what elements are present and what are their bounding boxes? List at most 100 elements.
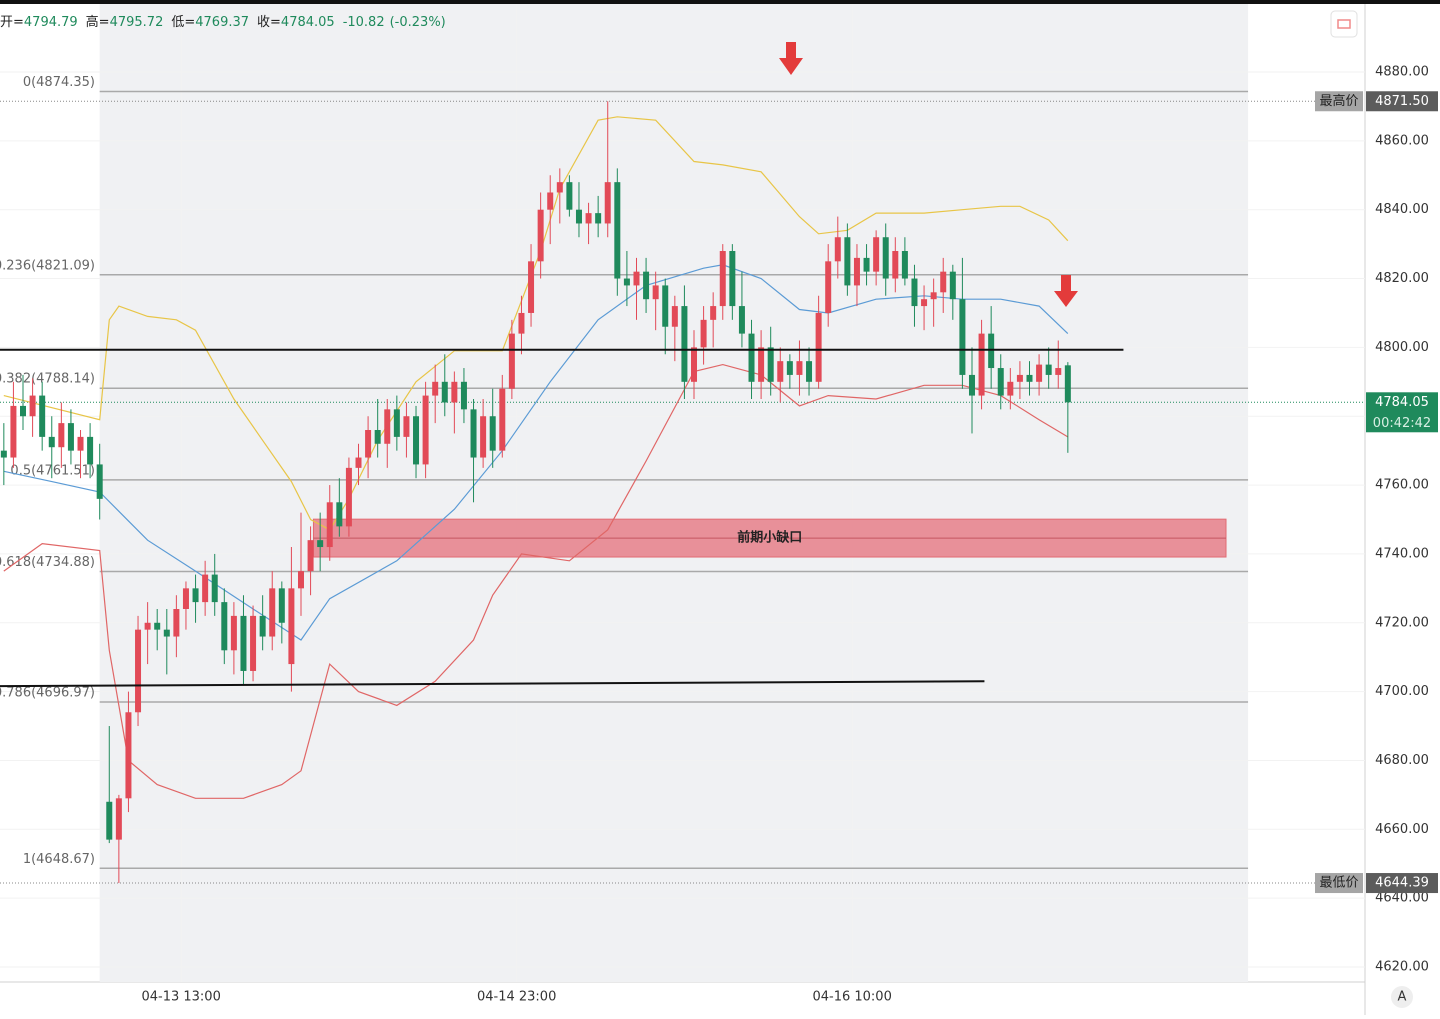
candle-body: [988, 333, 995, 369]
candle-body: [182, 588, 189, 609]
candle-body: [345, 467, 352, 527]
candle-body: [48, 436, 55, 448]
candle-body: [748, 333, 755, 382]
candle-body: [892, 251, 899, 279]
y-tick-label: 4700.00: [1375, 684, 1429, 699]
candle-body: [691, 347, 698, 382]
candle-body: [355, 457, 362, 468]
candle-body: [585, 213, 592, 224]
candle-body: [949, 271, 956, 300]
candle-body: [623, 278, 630, 286]
candle-body: [10, 405, 17, 458]
header-label: 低=: [171, 15, 195, 30]
candle-body: [547, 192, 554, 210]
fib-label: 0.786(4696.97): [0, 686, 95, 701]
candle-body: [700, 319, 707, 348]
auto-scale-button[interactable]: [1391, 986, 1413, 1008]
candle-body: [729, 251, 736, 307]
last-price: 4784.05: [1375, 395, 1429, 410]
candle-body: [911, 278, 918, 307]
y-tick-label: 4880.00: [1375, 65, 1429, 80]
candle-body: [738, 306, 745, 334]
candle-body: [499, 388, 506, 451]
candle-body: [67, 423, 74, 451]
y-tick-label: 4720.00: [1375, 615, 1429, 630]
header-change: -10.82: [343, 15, 385, 30]
y-tick-label: 4680.00: [1375, 753, 1429, 768]
candle-body: [307, 540, 314, 572]
y-tick-label: 4640.00: [1375, 891, 1429, 906]
candle-body: [556, 182, 563, 193]
candle-body: [422, 395, 429, 465]
candle-body: [163, 629, 170, 637]
candle-body: [863, 257, 870, 272]
y-tick-label: 4800.00: [1375, 340, 1429, 355]
candle-body: [681, 306, 688, 382]
y-tick-label: 4840.00: [1375, 202, 1429, 217]
y-tick-label: 4660.00: [1375, 822, 1429, 837]
candle-body: [901, 251, 908, 279]
candle-body: [1026, 374, 1033, 382]
candle-body: [269, 588, 276, 637]
candle-body: [317, 540, 324, 548]
candle-body: [604, 182, 611, 224]
header-value: 4794.79: [24, 15, 78, 30]
candle-body: [297, 571, 304, 589]
candle-body: [39, 395, 46, 437]
candle-body: [29, 395, 36, 417]
settings-button[interactable]: [1330, 10, 1358, 38]
candle-body: [959, 299, 966, 375]
header-value: 4769.37: [195, 15, 249, 30]
candle-body: [834, 237, 841, 262]
candle-body: [652, 285, 659, 300]
candle-body: [796, 361, 803, 375]
settings-icon: [1337, 19, 1351, 29]
ohlc-header: 开=4794.79 高=4795.72 低=4769.37 收=4784.05 -10.…: [0, 14, 446, 30]
candle-body: [815, 312, 822, 382]
candle-body: [470, 409, 477, 458]
candle-body: [528, 261, 535, 313]
candle-body: [537, 209, 544, 262]
candle-body: [1016, 374, 1023, 382]
candle-body: [853, 257, 860, 286]
x-tick-label: 04-14 23:00: [477, 990, 556, 1005]
fib-label: 0.382(4788.14): [0, 372, 95, 387]
candle-body: [844, 237, 851, 286]
candle-body: [202, 574, 209, 603]
candle-body: [87, 436, 94, 465]
candle-body: [135, 629, 142, 713]
candle-body: [20, 405, 27, 417]
candle-body: [240, 615, 247, 671]
candle-body: [1036, 364, 1043, 382]
candle-body: [758, 347, 765, 382]
candle-body: [384, 409, 391, 444]
candle-body: [671, 306, 678, 327]
fib-label: 0.5(4761.51): [10, 463, 95, 478]
candle-body: [393, 409, 400, 437]
candle-body: [221, 602, 228, 651]
candle-body: [441, 381, 448, 403]
candle-body: [144, 622, 151, 630]
candle-body: [921, 299, 928, 307]
auto-scale-label: A: [1398, 990, 1407, 1005]
candle-body: [777, 361, 784, 382]
header-label: 收=: [257, 15, 281, 30]
candle-body: [288, 588, 295, 665]
candle-body: [365, 430, 372, 458]
candle-body: [614, 182, 621, 279]
y-tick-label: 4740.00: [1375, 546, 1429, 561]
candle-body: [460, 381, 467, 410]
candle-body: [96, 464, 103, 499]
candle-body: [767, 347, 774, 382]
candle-body: [480, 416, 487, 458]
candle-body: [940, 271, 947, 293]
candle-body: [230, 615, 237, 651]
trend-line: [0, 680, 985, 688]
marker-name: 最高价: [1319, 93, 1358, 109]
candle-body: [575, 209, 582, 224]
candle-body: [662, 285, 669, 327]
header-label: 开=: [0, 15, 24, 30]
candle-body: [508, 333, 515, 389]
candle-body: [326, 502, 333, 548]
